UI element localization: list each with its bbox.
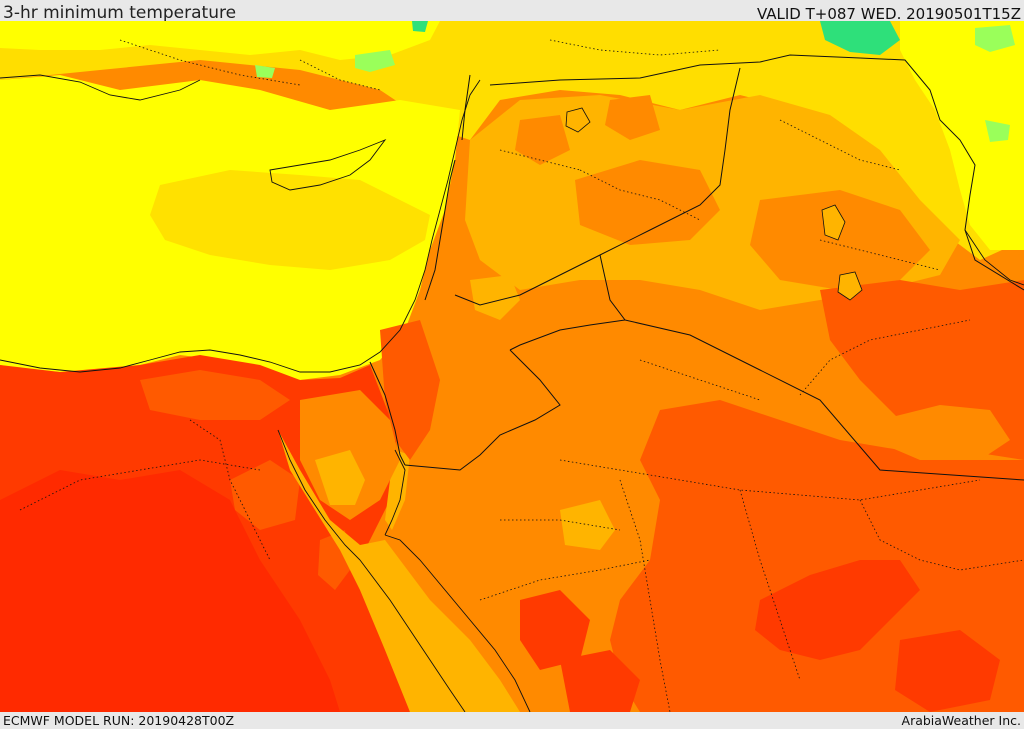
saudi-orange-patch [880,405,1010,460]
northeast-green-patch-3 [985,120,1010,142]
syria-orange-patch-2 [575,160,720,245]
national-borders [369,54,1024,481]
iraq-orange-patch [750,190,930,290]
northern-yellow-area [0,21,440,60]
footer-bar: ECMWF MODEL RUN: 20190428T00Z ArabiaWeat… [0,712,1024,729]
northeast-green-patch [820,21,900,55]
southeast-red-patch-2 [895,630,1000,712]
header-bar: 3-hr minimum temperature VALID T+087 WED… [0,0,1024,23]
egypt-red-area [0,470,340,712]
coastlines [0,74,1024,712]
saudi-light-orange-patch [560,500,615,550]
map-title: 3-hr minimum temperature [3,3,237,23]
south-red-patch [560,650,640,712]
syria-orange-patch [515,115,570,165]
southeast-red-patch [755,560,920,660]
northeast-yellow-area [900,21,1024,250]
levant-dark-orange-area [380,320,440,460]
red-sea-light-orange [278,430,520,712]
mediterranean-gold-patch [150,170,430,270]
egypt-dark-orange-patch [230,460,300,530]
model-run-label: ECMWF MODEL RUN: 20190428T00Z [3,713,235,728]
sinai-light-orange-area [315,450,365,505]
syria-orange-patch-3 [605,95,660,140]
north-green-patch-2 [255,65,275,78]
northeast-green-patch-2 [975,25,1015,52]
temperature-map [0,21,1024,712]
egypt-coast-orange-strip [140,370,290,420]
gulf-of-aqaba-light-orange [385,450,410,530]
north-green-patch-3 [412,21,428,32]
saudi-dark-orange-area [610,400,1024,712]
southwest-red-patch [520,590,590,670]
provincial-boundaries [19,39,1024,712]
northern-gold-band [0,21,1024,260]
lakes [565,107,863,301]
provider-label: ArabiaWeather Inc. [901,713,1021,728]
jordan-light-orange-patch [470,275,520,320]
north-green-patch [355,50,395,72]
valid-time-label: VALID T+087 WED. 20190501T15Z [756,5,1021,23]
